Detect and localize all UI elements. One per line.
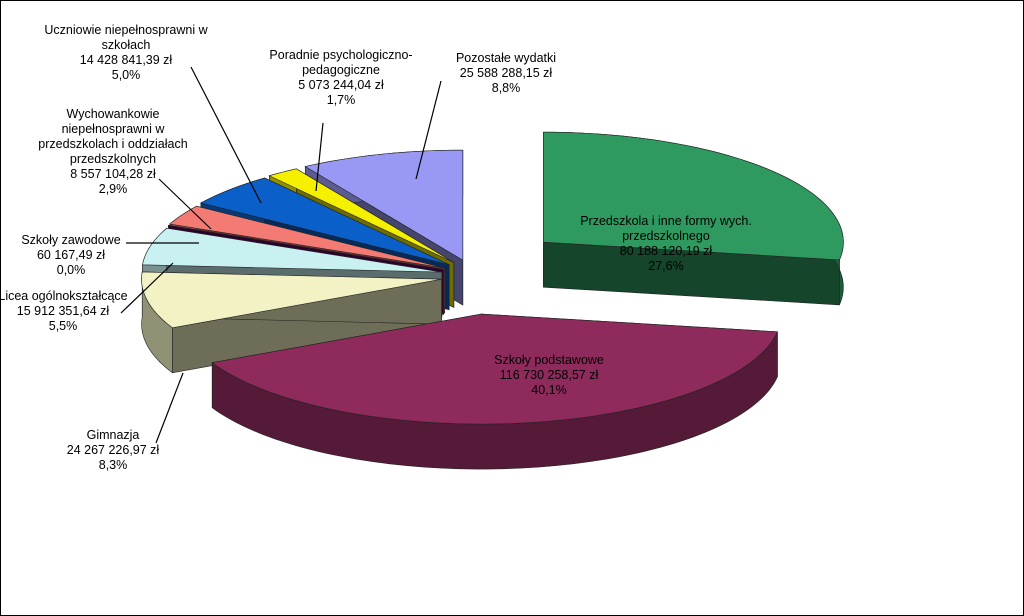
category-label: Szkoły zawodowe: [21, 233, 121, 247]
slice-label: Szkoły podstawowe 116 730 258,57 zł 40,1%: [449, 353, 649, 398]
percent-label: 0,0%: [56, 263, 86, 277]
leader-line: [190, 66, 262, 204]
percent-label: 5,0%: [111, 68, 141, 82]
category-label: Przedszkola i inne formy wych. przedszko…: [580, 214, 752, 243]
slice-top: [211, 313, 778, 425]
percent-label: 8,3%: [98, 458, 128, 472]
slice-label: Pozostałe wydatki 25 588 288,15 zł 8,8%: [441, 51, 571, 96]
leader-line: [315, 122, 324, 192]
slice-label: Uczniowie niepełnosprawni w szkołach 14 4…: [26, 23, 226, 83]
percent-label: 8,8%: [491, 81, 521, 95]
value-label: 60 167,49 zł: [36, 248, 106, 262]
category-label: Szkoły podstawowe: [494, 353, 604, 367]
value-label: 24 267 226,97 zł: [66, 443, 160, 457]
percent-label: 5,5%: [48, 319, 78, 333]
value-label: 5 073 244,04 zł: [298, 78, 384, 92]
percent-label: 1,7%: [326, 93, 356, 107]
leader-line: [415, 80, 442, 180]
category-label: Pozostałe wydatki: [455, 51, 557, 65]
slice-top: [268, 168, 455, 263]
slice: [543, 131, 844, 306]
value-label: 14 428 841,39 zł: [79, 53, 173, 67]
value-label: 15 912 351,64 zł: [16, 304, 110, 318]
slice-label: Szkoły zawodowe 60 167,49 zł 0,0%: [1, 233, 141, 278]
value-label: 116 730 258,57 zł: [499, 368, 599, 382]
slice: [211, 313, 778, 470]
slice-label: Wychowankowie niepełnosprawni w przedszk…: [26, 107, 201, 197]
category-label: Uczniowie niepełnosprawni w szkołach: [44, 23, 208, 52]
slice: [141, 271, 442, 374]
slice-label: Licea ogólnokształcące 15 912 351,64 zł 5,…: [0, 289, 128, 334]
leader-line: [158, 178, 212, 230]
value-label: 25 588 288,15 zł: [459, 66, 553, 80]
leader-line: [120, 262, 174, 314]
slice-label: Przedszkola i inne formy wych. przedszko…: [561, 214, 771, 274]
slice-top: [200, 177, 450, 266]
slice-top: [543, 131, 844, 261]
percent-label: 2,9%: [98, 182, 128, 196]
percent-label: 40,1%: [531, 383, 567, 397]
slice-top: [142, 227, 442, 273]
value-label: 8 557 104,28 zł: [70, 167, 156, 181]
category-label: Licea ogólnokształcące: [0, 289, 128, 303]
slice-top: [141, 271, 442, 329]
category-label: Poradnie psychologiczno-pedagogiczne: [269, 48, 413, 77]
slice-label: Gimnazja 24 267 226,97 zł 8,3%: [33, 428, 193, 473]
category-label: Wychowankowie niepełnosprawni w przedszk…: [38, 107, 188, 166]
percent-label: 27,6%: [648, 259, 684, 273]
leader-line: [155, 372, 184, 444]
slice-top: [169, 205, 445, 269]
value-label: 80 188 120,19 zł: [619, 244, 713, 258]
slice-top: [167, 225, 444, 270]
slice-top: [304, 149, 464, 261]
category-label: Gimnazja: [86, 428, 140, 442]
slice-label: Poradnie psychologiczno-pedagogiczne 5 07…: [256, 48, 426, 108]
